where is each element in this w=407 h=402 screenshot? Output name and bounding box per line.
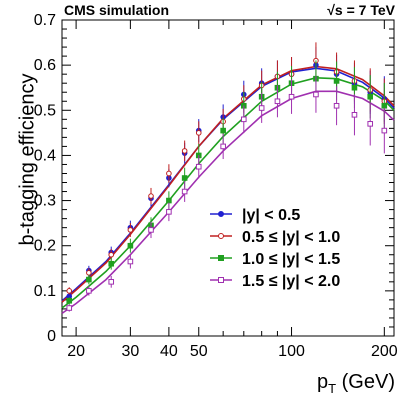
legend-marker <box>218 233 224 239</box>
data-point <box>195 163 202 170</box>
data-point <box>148 193 154 199</box>
legend-label: |y| < 0.5 <box>242 207 300 224</box>
x-tick-label: 100 <box>278 343 305 360</box>
data-point <box>86 288 92 294</box>
x-axis-label-main: p <box>317 371 329 393</box>
data-point <box>181 188 188 195</box>
fit-curve <box>61 90 395 315</box>
y-tick-label: 0.7 <box>34 12 56 29</box>
x-axis-label-sub: T <box>328 381 337 396</box>
data-point <box>127 242 134 249</box>
data-point <box>166 170 172 177</box>
data-point <box>367 93 374 100</box>
x-axis-label-unit: (GeV) <box>336 371 395 393</box>
data-point <box>313 91 319 98</box>
y-tick-label: 0.3 <box>34 193 56 210</box>
x-axis-label: pT (GeV) <box>317 371 395 396</box>
legend-marker <box>218 211 224 217</box>
legend-label: 1.0 ≤ |y| < 1.5 <box>242 251 340 268</box>
data-point <box>86 276 92 283</box>
x-tick-label: 20 <box>67 343 85 360</box>
data-point <box>108 260 115 267</box>
y-tick-label: 0.4 <box>34 147 56 164</box>
x-tick-label: 200 <box>371 343 398 360</box>
data-point <box>148 227 154 233</box>
legend-marker <box>218 277 224 283</box>
data-point <box>381 127 388 134</box>
data-point <box>240 116 247 123</box>
data-point <box>351 112 358 118</box>
y-tick-label: 0.1 <box>34 283 56 300</box>
y-tick-label: 0.6 <box>34 57 56 74</box>
x-tick-label: 50 <box>190 343 208 360</box>
data-point <box>381 102 388 109</box>
legend-label: 0.5 ≤ |y| < 1.0 <box>242 229 340 246</box>
data-point <box>127 227 134 233</box>
data-point <box>288 93 295 100</box>
data-point <box>166 197 172 204</box>
data-point <box>258 105 265 111</box>
data-point <box>127 258 134 265</box>
simulation-label: CMS simulation <box>64 2 170 18</box>
y-axis-label: b-tagging efficiency <box>16 73 39 246</box>
data-point <box>66 297 73 304</box>
data-point <box>86 270 92 276</box>
legend-marker <box>218 255 224 261</box>
data-point <box>195 130 202 136</box>
x-tick-label: 40 <box>160 343 178 360</box>
data-point <box>108 279 115 285</box>
energy-label: √s = 7 TeV <box>327 2 395 18</box>
data-point <box>66 305 73 311</box>
data-point <box>66 288 73 294</box>
data-point <box>181 175 188 181</box>
legend-label: 1.5 ≤ |y| < 2.0 <box>242 273 340 290</box>
plot-frame <box>61 19 395 337</box>
data-point <box>333 78 340 84</box>
data-point <box>367 121 374 127</box>
data-point <box>220 127 226 134</box>
data-point <box>333 102 340 109</box>
data-point <box>220 143 226 150</box>
y-tick-label: 0 <box>47 328 56 345</box>
data-point <box>274 98 281 105</box>
data-point <box>181 148 188 154</box>
fit-curve <box>61 65 395 303</box>
y-tick-label: 0.5 <box>34 102 56 119</box>
data-point <box>166 209 172 215</box>
x-tick-label: 30 <box>121 343 139 360</box>
data-point <box>108 251 115 258</box>
y-tick-label: 0.2 <box>34 238 56 255</box>
data-point <box>351 84 358 91</box>
